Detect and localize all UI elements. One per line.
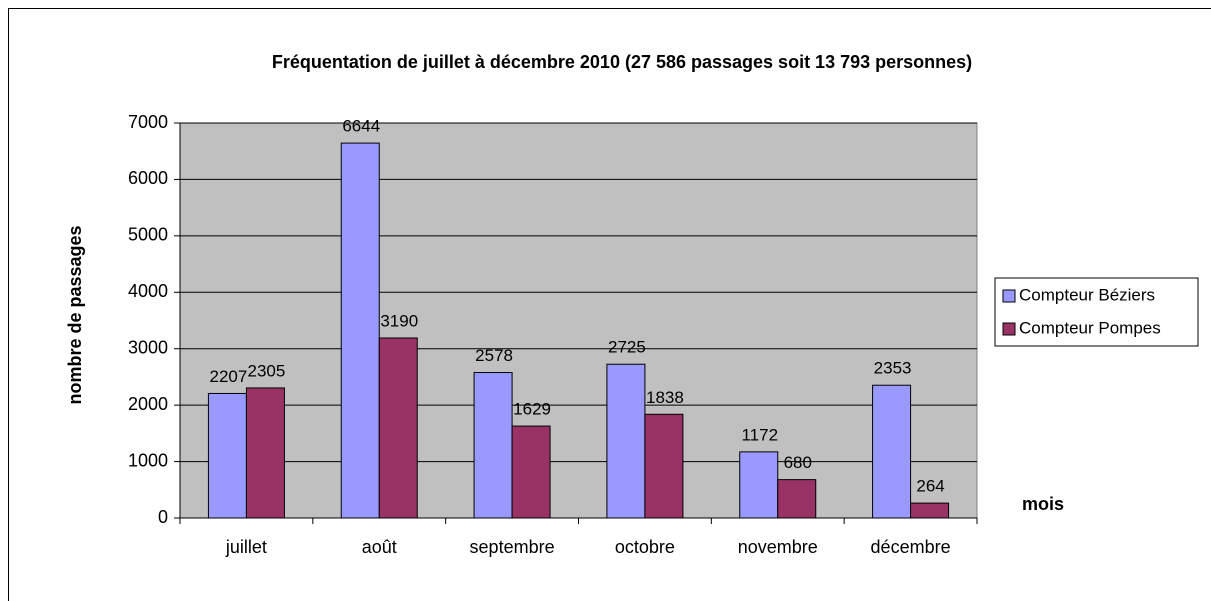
chart-title: Fréquentation de juillet à décembre 2010…	[272, 52, 972, 72]
x-axis-label: mois	[1022, 494, 1064, 514]
value-label: 2305	[248, 361, 286, 380]
bar	[644, 413, 684, 519]
value-label: 2578	[475, 346, 513, 365]
y-tick-label: 1000	[128, 450, 168, 470]
legend-label: Compteur Pompes	[1019, 318, 1161, 337]
value-label: 1172	[741, 425, 778, 444]
legend-label: Compteur Béziers	[1019, 285, 1155, 304]
x-tick-label: décembre	[871, 537, 951, 557]
value-label: 1838	[646, 388, 684, 407]
bar	[606, 363, 646, 519]
y-tick-label: 0	[158, 507, 168, 527]
value-label: 6644	[342, 117, 380, 136]
y-tick-label: 5000	[128, 225, 168, 245]
y-tick-label: 4000	[128, 281, 168, 301]
value-label: 1629	[513, 400, 551, 419]
bar	[207, 392, 247, 519]
y-tick-label: 2000	[128, 394, 168, 414]
bar	[511, 425, 551, 519]
bar	[910, 502, 950, 519]
y-axis-label: nombre de passages	[65, 225, 85, 404]
value-label: 2725	[608, 338, 646, 357]
x-tick-label: novembre	[738, 537, 818, 557]
bar	[473, 372, 513, 519]
value-label: 2207	[210, 367, 248, 386]
y-tick-label: 6000	[128, 168, 168, 188]
legend-swatch	[1002, 322, 1016, 336]
y-tick-label: 3000	[128, 337, 168, 357]
legend-swatch	[1002, 289, 1016, 303]
value-label: 264	[916, 477, 944, 496]
x-tick-label: septembre	[470, 537, 555, 557]
bar	[739, 451, 779, 519]
bar	[245, 387, 285, 519]
y-tick-label: 7000	[128, 112, 168, 132]
bar	[340, 142, 380, 519]
bar	[378, 337, 418, 519]
plot-area	[179, 122, 978, 519]
bar	[777, 479, 817, 519]
x-tick-label: octobre	[615, 537, 675, 557]
value-label: 3190	[380, 311, 418, 330]
value-label: 2353	[874, 359, 912, 378]
x-tick-label: août	[362, 537, 397, 557]
value-label: 680	[784, 453, 812, 472]
legend-box	[994, 277, 1199, 347]
x-tick-label: juillet	[225, 537, 267, 557]
bar	[872, 384, 912, 519]
